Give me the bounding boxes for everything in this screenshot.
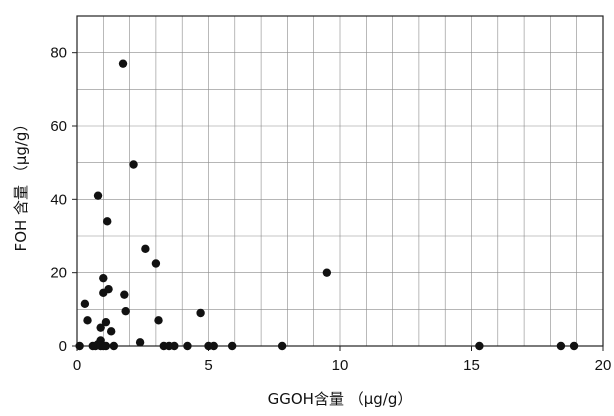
data-points <box>75 59 579 351</box>
data-point <box>103 217 112 226</box>
data-point <box>109 341 119 351</box>
y-tick-label: 80 <box>50 45 67 62</box>
x-tick-label: 0 <box>73 357 81 374</box>
data-point <box>118 59 128 68</box>
data-point <box>83 316 92 325</box>
gridlines <box>77 16 603 346</box>
data-point <box>80 299 90 309</box>
x-tick-label: 20 <box>595 357 612 374</box>
data-point <box>556 341 566 351</box>
data-point <box>135 338 145 347</box>
x-axis-title: GGOH含量 （μg/g） <box>268 390 413 408</box>
data-point <box>196 308 205 318</box>
x-tick-label: 10 <box>332 357 349 374</box>
data-point <box>101 341 111 351</box>
data-point <box>151 259 161 268</box>
data-point <box>209 341 218 351</box>
y-axis-title: FOH 含量 （μg/g） <box>12 117 30 252</box>
data-point <box>120 290 129 299</box>
y-tick-label: 60 <box>50 118 67 135</box>
x-tick-label: 5 <box>204 357 212 374</box>
axis-ticks: 0 5 10 15 20 0 20 40 60 80 <box>50 45 611 374</box>
data-point <box>322 268 332 277</box>
data-point <box>106 327 116 336</box>
x-tick-label: 15 <box>463 357 480 374</box>
data-point <box>101 317 111 327</box>
y-tick-label: 40 <box>50 191 67 208</box>
data-point <box>277 341 287 351</box>
data-point <box>569 341 579 351</box>
data-point <box>121 306 130 316</box>
data-point <box>104 284 113 294</box>
y-tick-label: 0 <box>59 338 67 355</box>
data-point <box>475 341 484 351</box>
data-point <box>170 341 179 351</box>
y-tick-label: 20 <box>50 265 67 282</box>
data-point <box>129 160 138 169</box>
data-point <box>75 341 84 351</box>
data-point <box>141 244 150 254</box>
data-point <box>154 316 163 325</box>
data-point <box>227 341 237 351</box>
data-point <box>93 191 103 200</box>
data-point <box>96 323 105 332</box>
data-point <box>99 273 108 283</box>
data-point <box>183 341 192 351</box>
